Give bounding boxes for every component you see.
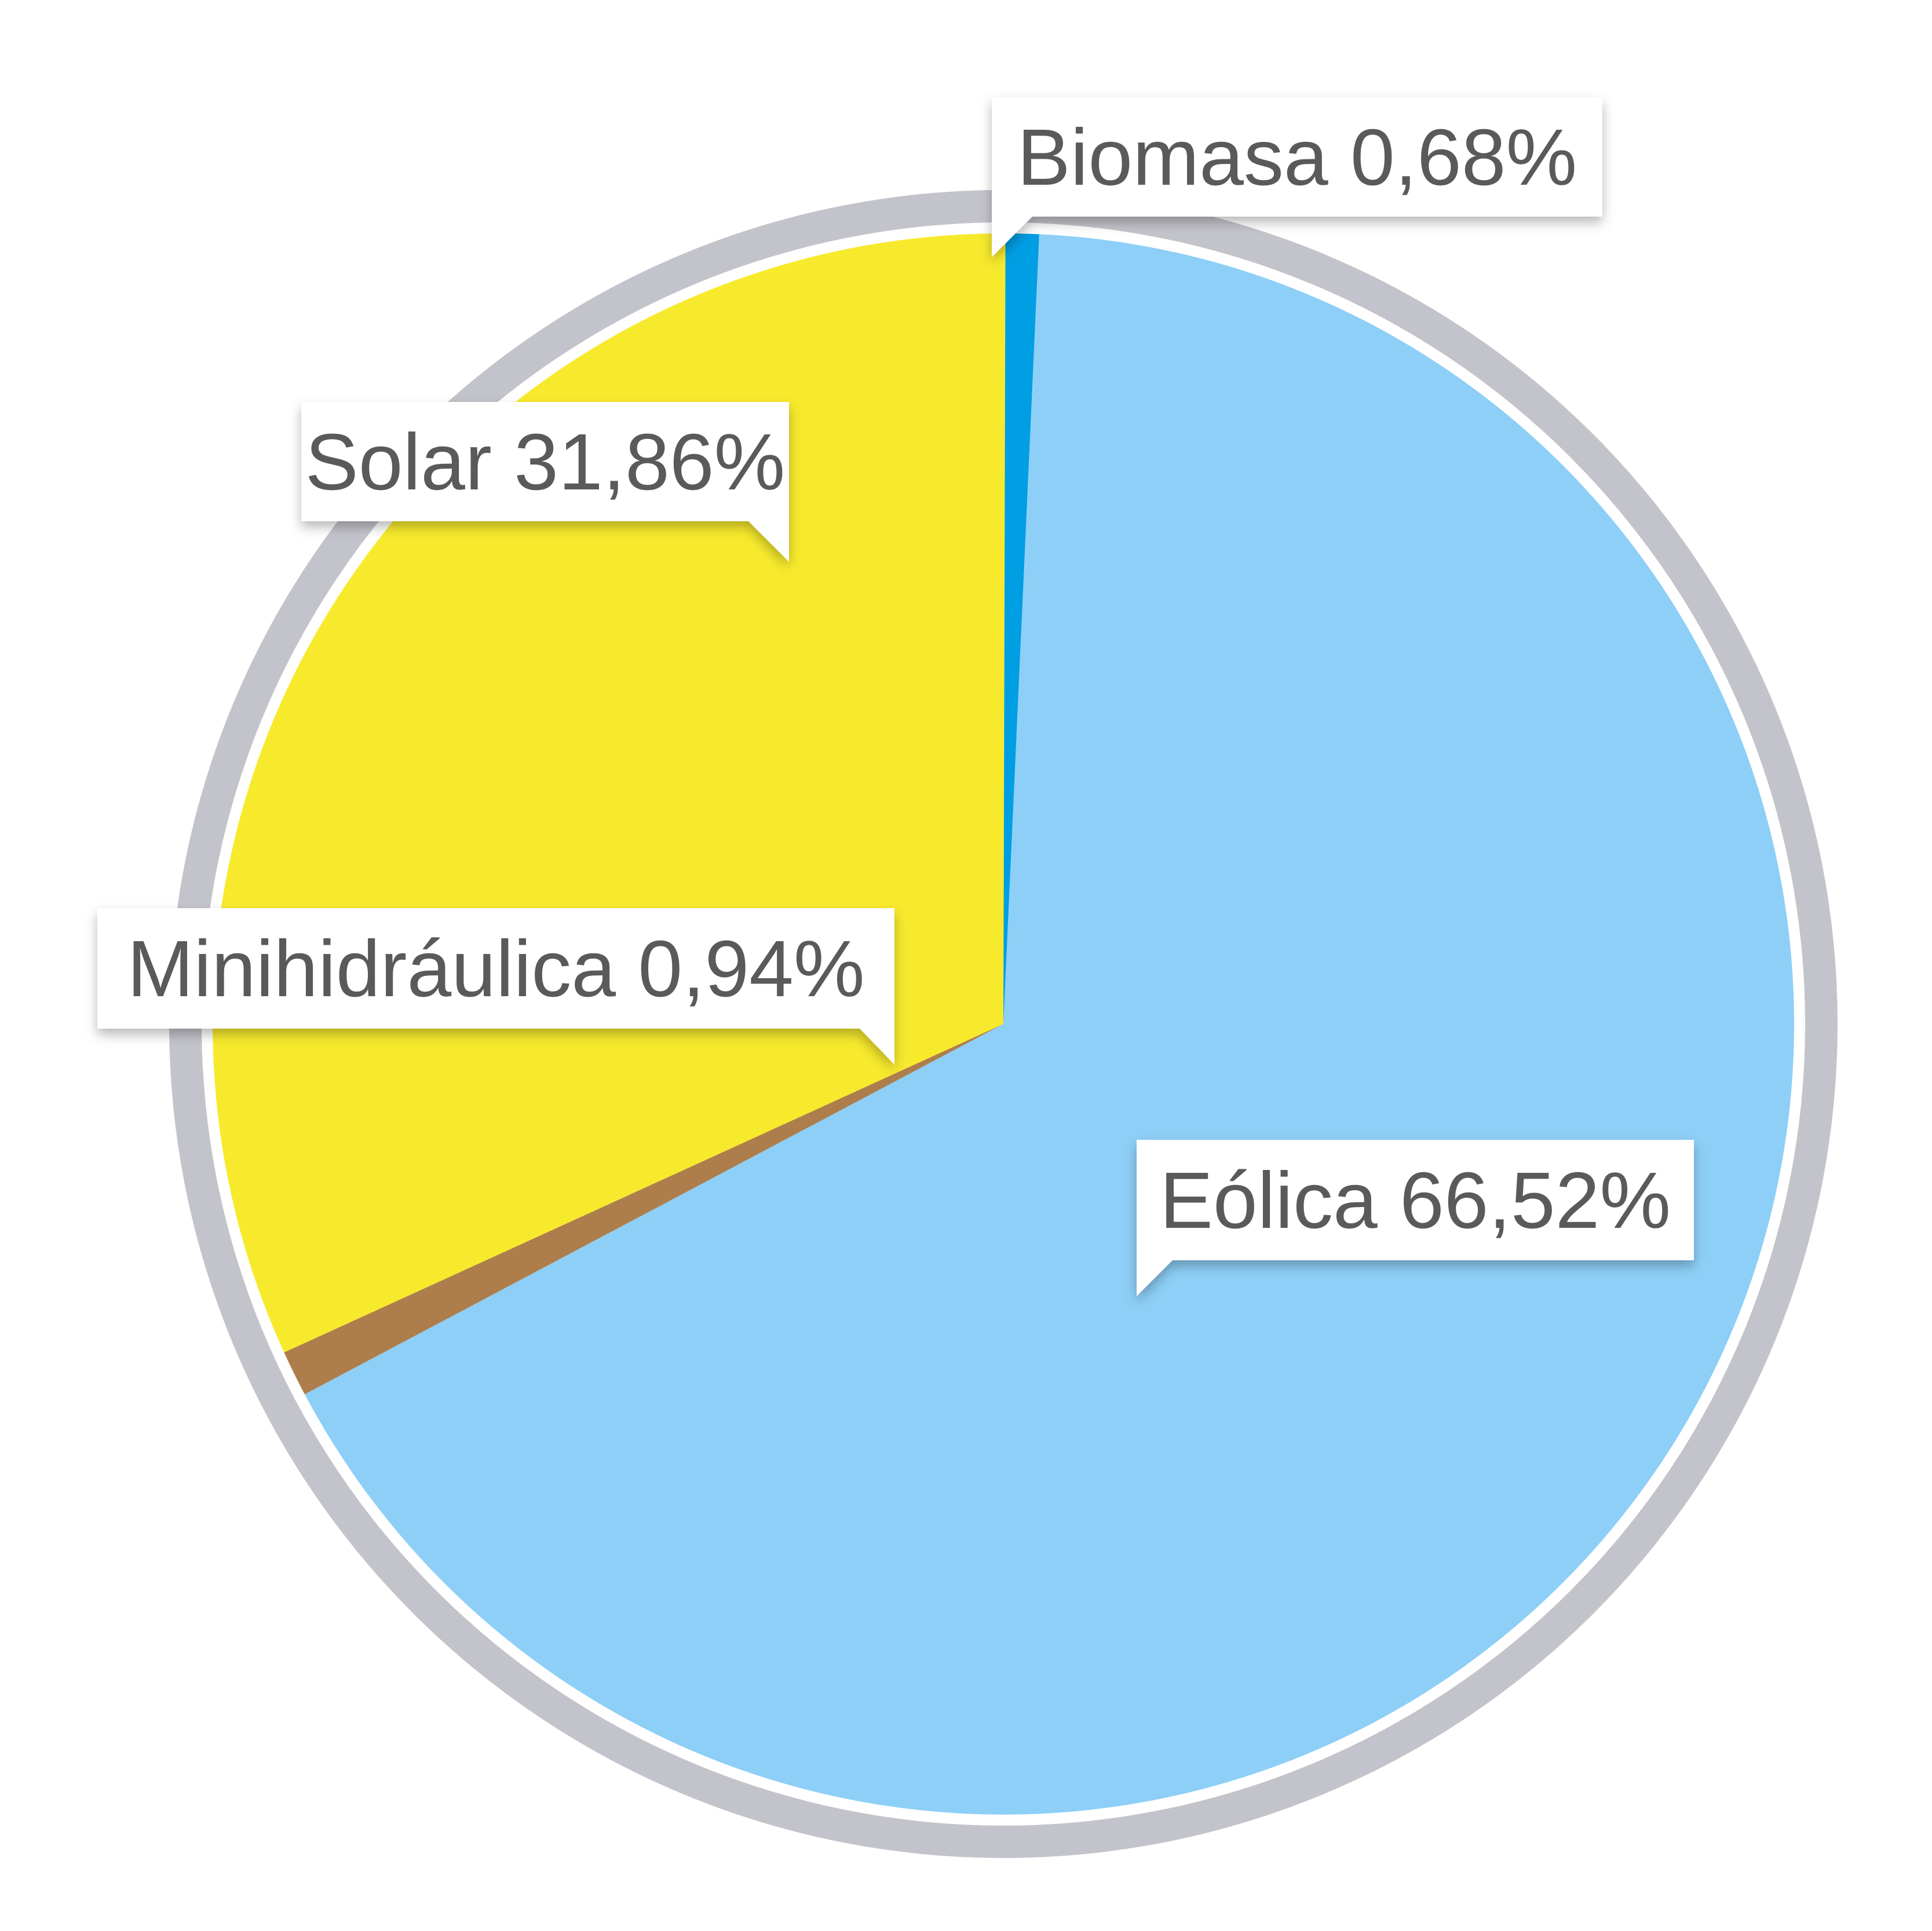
callout-box — [97, 908, 894, 1065]
callout-minihidraulica: Minihidráulica 0,94% — [97, 908, 894, 1065]
callout-label: Biomasa 0,68% — [1017, 113, 1577, 202]
callout-eolica: Eólica 66,52% — [1137, 1140, 1694, 1296]
callout-box — [301, 402, 789, 562]
callout-box — [992, 97, 1602, 257]
pie-slice-eolica — [304, 234, 1794, 1815]
callout-box — [1137, 1140, 1694, 1296]
callout-biomasa: Biomasa 0,68% — [992, 97, 1602, 257]
callout-label: Solar 31,86% — [305, 418, 786, 507]
pie-callouts: Eólica 66,52% Minihidráulica 0,94% Solar 3… — [97, 97, 1694, 1296]
callout-solar: Solar 31,86% — [301, 402, 789, 562]
callout-label: Eólica 66,52% — [1160, 1156, 1671, 1245]
pie-slice-biomasa — [1003, 233, 1039, 1025]
callout-label: Minihidráulica 0,94% — [127, 924, 864, 1014]
pie-slice-minihidraulica — [284, 1024, 1004, 1395]
